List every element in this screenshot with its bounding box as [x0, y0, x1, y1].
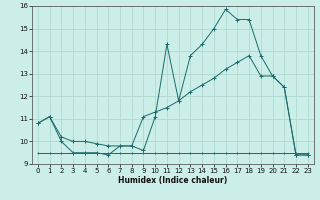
X-axis label: Humidex (Indice chaleur): Humidex (Indice chaleur) [118, 176, 228, 185]
